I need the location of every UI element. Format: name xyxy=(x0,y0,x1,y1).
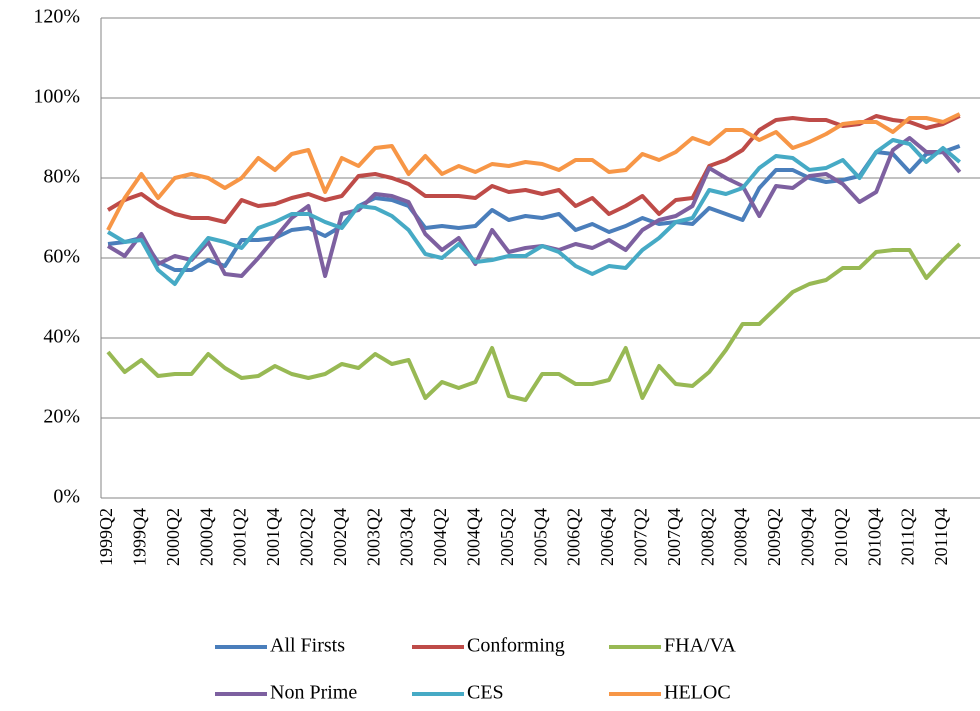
x-tick-label: 2008Q4 xyxy=(731,508,751,566)
x-tick-label: 2000Q2 xyxy=(163,508,183,566)
series-line xyxy=(106,136,962,278)
y-tick-label: 80% xyxy=(43,166,80,188)
legend-label: Non Prime xyxy=(270,682,357,704)
x-tick-label: 2003Q2 xyxy=(363,508,383,566)
x-tick-label: 1999Q4 xyxy=(130,508,150,566)
x-tick-label: 2011Q4 xyxy=(931,508,951,565)
legend-label: CES xyxy=(467,682,504,704)
x-tick-label: 2006Q4 xyxy=(597,508,617,566)
y-tick-label: 100% xyxy=(33,86,80,108)
x-tick-label: 2001Q2 xyxy=(230,508,250,566)
y-tick-label: 20% xyxy=(43,406,80,428)
x-tick-label: 2002Q2 xyxy=(297,508,317,566)
x-tick-label: 2001Q4 xyxy=(263,508,283,566)
x-tick-label: 2000Q4 xyxy=(196,508,216,566)
x-tick-label: 2005Q2 xyxy=(497,508,517,566)
legend-label: All Firsts xyxy=(270,635,345,657)
x-tick-label: 2006Q2 xyxy=(564,508,584,566)
x-tick-label: 2011Q2 xyxy=(898,508,918,565)
series-line xyxy=(106,242,962,402)
series-line xyxy=(106,112,961,231)
x-tick-label: 2009Q2 xyxy=(764,508,784,566)
legend-label: Conforming xyxy=(467,635,565,657)
x-tick-label: 2005Q4 xyxy=(530,508,550,566)
x-tick-label: 2008Q2 xyxy=(697,508,717,566)
series-line xyxy=(106,114,961,224)
x-tick-label: 2010Q2 xyxy=(831,508,851,566)
x-tick-label: 2010Q4 xyxy=(864,508,884,566)
legend-label: FHA/VA xyxy=(664,635,736,657)
y-tick-label: 0% xyxy=(53,486,80,508)
legend-label: HELOC xyxy=(664,682,731,704)
series-line xyxy=(106,138,961,286)
x-tick-label: 1999Q2 xyxy=(96,508,116,566)
y-tick-label: 60% xyxy=(43,246,80,268)
x-tick-label: 2003Q4 xyxy=(397,508,417,566)
x-tick-label: 2009Q4 xyxy=(798,508,818,566)
x-tick-label: 2007Q4 xyxy=(664,508,684,566)
x-tick-label: 2007Q2 xyxy=(631,508,651,566)
y-tick-label: 120% xyxy=(33,6,80,28)
x-tick-label: 2004Q4 xyxy=(464,508,484,566)
x-tick-label: 2002Q4 xyxy=(330,508,350,566)
x-tick-label: 2004Q2 xyxy=(430,508,450,566)
y-tick-label: 40% xyxy=(43,326,80,348)
